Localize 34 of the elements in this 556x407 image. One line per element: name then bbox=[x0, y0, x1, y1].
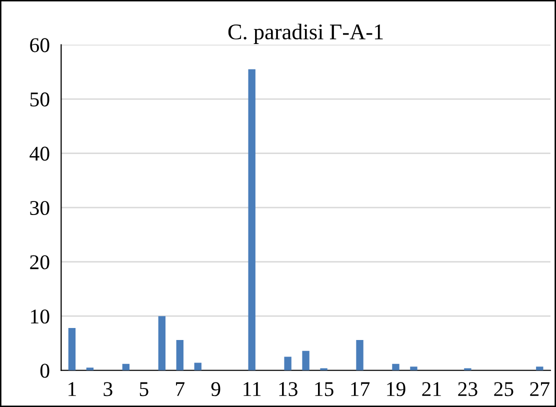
bar bbox=[68, 328, 76, 370]
x-tick-label: 9 bbox=[211, 382, 220, 396]
bar bbox=[284, 356, 292, 370]
x-tick-label: 5 bbox=[140, 382, 148, 396]
x-tick-label: 13 bbox=[279, 382, 298, 396]
x-tick-label: 25 bbox=[494, 382, 514, 396]
chart-title: C. paradisi Γ-A-1 bbox=[228, 24, 383, 44]
y-tick-label: 40 bbox=[30, 146, 50, 161]
bar bbox=[158, 316, 166, 370]
x-tick-label: 19 bbox=[387, 382, 406, 396]
y-tick-label: 0 bbox=[40, 364, 50, 378]
y-tick-label: 20 bbox=[30, 255, 50, 270]
bar bbox=[122, 364, 130, 370]
y-tick-label: 30 bbox=[30, 200, 50, 216]
x-tick-label: 11 bbox=[244, 382, 261, 396]
x-tick-label: 17 bbox=[351, 382, 370, 396]
bar bbox=[392, 364, 400, 370]
x-tick-label: 7 bbox=[176, 382, 184, 396]
bar bbox=[356, 340, 364, 370]
y-tick-label: 10 bbox=[31, 309, 50, 324]
x-tick-label: 27 bbox=[530, 382, 550, 396]
y-tick-label: 50 bbox=[30, 92, 50, 106]
bar bbox=[536, 366, 544, 370]
bar bbox=[302, 350, 310, 370]
x-tick-label: 23 bbox=[458, 382, 478, 396]
y-tick-label: 60 bbox=[30, 38, 50, 52]
x-tick-label: 21 bbox=[422, 382, 441, 396]
x-tick-label: 1 bbox=[68, 382, 76, 396]
bar bbox=[410, 366, 418, 370]
bar bbox=[248, 69, 256, 370]
x-tick-label: 3 bbox=[104, 382, 112, 396]
x-tick-label: 15 bbox=[315, 382, 334, 396]
bar bbox=[176, 340, 184, 370]
bar bbox=[86, 368, 94, 370]
